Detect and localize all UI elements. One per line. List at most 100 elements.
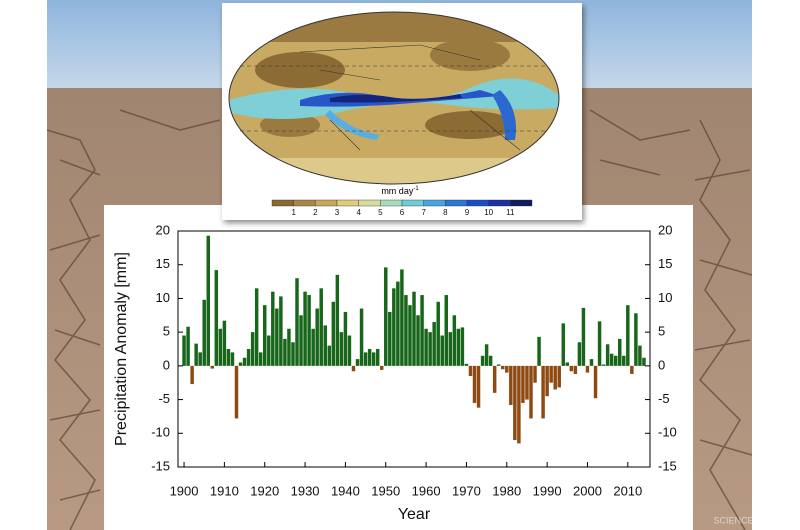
bar — [585, 365, 590, 373]
bar — [529, 365, 533, 419]
bar — [311, 328, 315, 366]
watermark: SCIENCEAQ.COM — [713, 515, 790, 525]
bar — [343, 311, 348, 366]
bar — [416, 315, 420, 366]
bar — [271, 291, 275, 366]
bar — [275, 308, 279, 366]
bar — [339, 332, 344, 366]
x-tick-label: 1930 — [291, 483, 320, 498]
y2-tick-label: 5 — [658, 324, 665, 339]
bar — [484, 344, 489, 366]
x-tick-label: 2010 — [613, 483, 642, 498]
bar — [307, 295, 311, 366]
bar — [549, 365, 553, 383]
y2-tick-label: -5 — [658, 391, 670, 406]
bar — [565, 362, 570, 366]
y-tick-label: -15 — [151, 458, 170, 473]
bar — [182, 335, 186, 366]
bar — [541, 365, 545, 419]
colorbar-label: 3 — [335, 208, 340, 217]
bar — [480, 355, 485, 366]
y2-tick-label: 0 — [658, 357, 665, 372]
bar — [613, 355, 618, 366]
bar — [198, 352, 202, 366]
bar — [218, 328, 223, 366]
bar — [456, 328, 461, 366]
bar — [400, 269, 404, 366]
bar — [476, 365, 481, 408]
x-tick-label: 1900 — [170, 483, 199, 498]
bar — [634, 313, 638, 366]
bar — [464, 363, 469, 366]
bar — [367, 349, 372, 366]
colorbar-label: 1 — [291, 208, 296, 217]
bar — [533, 365, 537, 383]
bar — [492, 365, 497, 393]
bar — [384, 267, 388, 366]
colorbar-label: 7 — [421, 208, 426, 217]
bar — [436, 301, 440, 366]
colorbar-swatch — [293, 199, 316, 207]
bar — [444, 295, 449, 366]
colorbar-swatch — [510, 199, 533, 207]
bar — [626, 305, 630, 366]
bar — [440, 335, 444, 366]
bar — [363, 352, 368, 366]
bar — [258, 352, 263, 366]
y2-tick-label: -15 — [658, 458, 677, 473]
bar — [412, 291, 416, 366]
y-tick-label: 20 — [156, 222, 170, 237]
x-tick-label: 1920 — [250, 483, 279, 498]
y2-tick-label: -10 — [658, 425, 677, 440]
x-tick-label: 1970 — [452, 483, 481, 498]
bar — [222, 320, 227, 366]
bar — [537, 336, 541, 366]
bar — [609, 353, 614, 366]
bar — [517, 365, 521, 444]
bar — [505, 365, 509, 373]
colorbar-swatch — [271, 199, 294, 207]
bar — [267, 335, 271, 366]
bar — [202, 299, 206, 366]
bar — [315, 308, 319, 366]
bar — [509, 365, 513, 405]
bar — [642, 357, 646, 366]
bar — [593, 365, 598, 399]
bar — [323, 325, 327, 366]
bar — [605, 344, 610, 366]
bar — [246, 349, 251, 366]
bar — [250, 332, 255, 366]
colorbar-swatch — [315, 199, 338, 207]
colorbar-swatch — [380, 199, 403, 207]
y-axis-label: Precipitation Anomaly [mm] — [113, 252, 130, 446]
y-tick-label: -5 — [158, 391, 170, 406]
y-tick-label: -10 — [151, 425, 170, 440]
bar — [589, 359, 594, 366]
colorbar-label: 6 — [400, 208, 405, 217]
bar — [472, 365, 477, 403]
bar — [525, 365, 529, 400]
colorbar-swatch — [423, 199, 446, 207]
bar — [347, 335, 352, 366]
bar — [388, 311, 392, 366]
bar — [206, 235, 210, 366]
plot-frame — [177, 230, 651, 468]
colorbar-label: 5 — [378, 208, 383, 217]
bar — [355, 359, 360, 366]
colorbar-swatch — [445, 199, 468, 207]
bar — [569, 365, 574, 372]
bar — [238, 362, 243, 366]
colorbar-swatch — [466, 199, 489, 207]
bar — [638, 345, 642, 366]
x-tick-label: 1960 — [412, 483, 441, 498]
colorbar-unit: mm day-1 — [381, 186, 419, 197]
bar — [404, 295, 408, 366]
y2-tick-label: 15 — [658, 256, 672, 271]
bar — [283, 338, 287, 366]
bar — [303, 291, 307, 366]
x-tick-label: 1950 — [371, 483, 400, 498]
bar — [295, 278, 299, 366]
bar — [597, 321, 602, 366]
bar-chart: Precipitation Anomaly [mm] Year -15 -15 -1… — [104, 205, 693, 530]
